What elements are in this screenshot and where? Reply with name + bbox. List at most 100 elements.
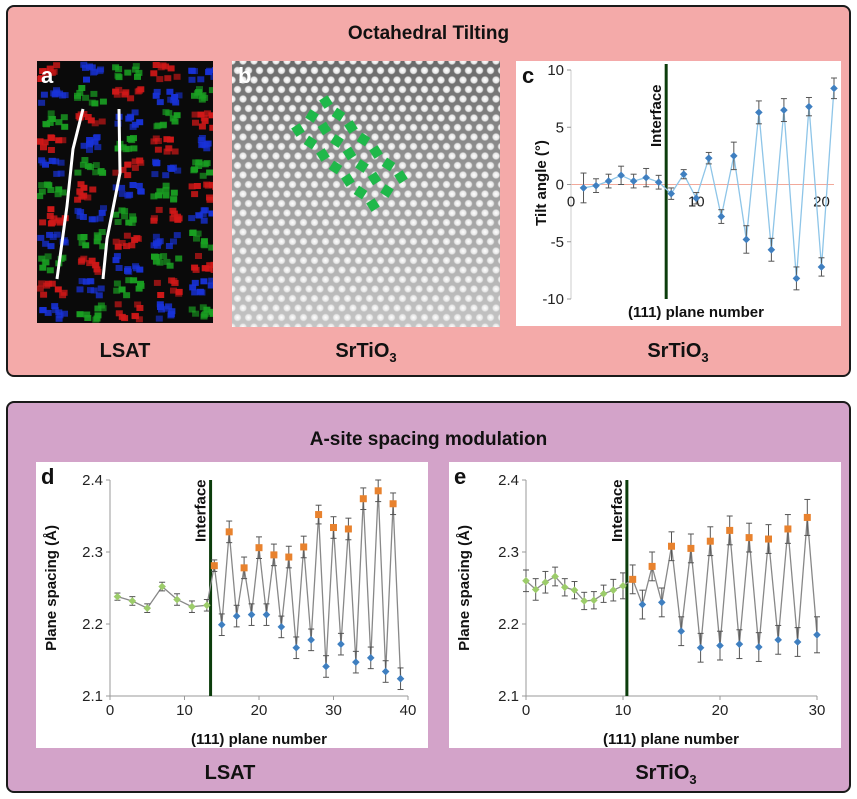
- data-point: [330, 524, 337, 532]
- panel-letter-d: d: [41, 464, 55, 489]
- data-point: [366, 654, 375, 662]
- data-point: [805, 102, 813, 111]
- data-point: [277, 623, 286, 631]
- y-tick-label: 2.2: [82, 616, 103, 633]
- data-point: [389, 500, 397, 508]
- x-axis-label: (111) plane number: [603, 731, 739, 748]
- tilt-trace-line-1: [55, 108, 85, 280]
- x-tick-label: 20: [251, 702, 268, 719]
- y-axis-label: Tilt angle (°): [533, 140, 550, 226]
- data-point: [270, 551, 278, 559]
- interface-label: Interface: [648, 84, 665, 147]
- caption-e-main: SrTiO: [635, 762, 690, 784]
- data-point: [561, 583, 569, 592]
- data-point: [755, 643, 763, 651]
- srtio3-spacing-chart-svg: 2.4 2.3 2.2 2.10 10 20 30 (111) plane number Pla…: [456, 472, 825, 748]
- data-point: [642, 173, 650, 182]
- data-point: [730, 152, 738, 160]
- top-panel-title: Octahedral Tilting: [347, 23, 510, 44]
- panel-letter-c: c: [522, 63, 535, 88]
- data-point: [667, 189, 675, 198]
- data-point: [210, 562, 218, 570]
- data-point: [300, 543, 308, 551]
- tilt-trace-line-2: [101, 108, 122, 280]
- panel-letter-e: e: [454, 464, 467, 489]
- data-point: [580, 597, 588, 605]
- lsat-spacing-chart-svg: 2.4 2.3 2.2 2.10 10 20 30 40 (111) plane number P…: [43, 472, 416, 748]
- data-point: [352, 658, 360, 666]
- y-tick-label: 2.4: [498, 472, 519, 489]
- data-point: [780, 106, 788, 114]
- data-point: [592, 181, 600, 190]
- y-tick-label: 0: [556, 177, 564, 194]
- x-tick-label: 30: [325, 702, 342, 719]
- data-point: [774, 636, 782, 644]
- data-point: [704, 154, 713, 162]
- data-point: [579, 184, 588, 192]
- data-point: [359, 495, 367, 503]
- data-point: [396, 674, 405, 683]
- data-point: [322, 662, 330, 671]
- data-point: [599, 589, 608, 598]
- data-point: [817, 263, 826, 271]
- data-point: [706, 537, 714, 545]
- data-point: [692, 194, 701, 203]
- y-tick-label: 10: [547, 62, 564, 79]
- data-point: [617, 171, 625, 180]
- data-point: [315, 511, 323, 519]
- data-point: [648, 562, 656, 570]
- lsat-spacing-chart: 2.4 2.3 2.2 2.1 0 10 20 30 40 (111) plane number P…: [36, 462, 428, 748]
- data-point: [784, 525, 792, 533]
- data-point: [792, 274, 801, 283]
- srtio3-spacing-chart: 2.4 2.3 2.2 2.1 0 10 20 30 (111) plane number Pla…: [449, 462, 841, 748]
- data-point: [803, 513, 811, 521]
- data-point: [677, 627, 685, 635]
- data-point: [381, 667, 390, 676]
- panel-letter-a: a: [41, 63, 54, 88]
- data-point: [232, 612, 241, 620]
- color-map-pixels: [37, 61, 213, 323]
- y-tick-label: 2.3: [498, 544, 519, 561]
- data-point: [113, 592, 122, 601]
- data-point: [344, 525, 352, 533]
- data-point: [726, 526, 734, 534]
- caption-e-sub: 3: [689, 772, 697, 787]
- caption-srtio3-e: SrTiO3: [566, 762, 766, 787]
- x-tick-label: 10: [615, 702, 632, 719]
- lsat-atomic-map: a: [37, 61, 213, 323]
- data-point: [679, 170, 688, 178]
- data-point: [128, 597, 137, 605]
- data-point: [717, 212, 726, 221]
- data-series-line: [117, 490, 402, 679]
- x-tick-label: 10: [176, 702, 193, 719]
- caption-c-sub: 3: [701, 350, 709, 365]
- y-axis-label: Plane spacing (Å): [456, 525, 473, 651]
- caption-srtio3-c: SrTiO3: [578, 340, 778, 365]
- data-point: [668, 542, 675, 550]
- data-point: [225, 528, 233, 536]
- data-point: [658, 598, 666, 607]
- data-point: [307, 636, 315, 644]
- caption-b-sub: 3: [389, 350, 397, 365]
- bottom-panel-title: A-site spacing modulation: [309, 429, 548, 450]
- y-tick-label: -5: [551, 234, 564, 251]
- data-point: [629, 177, 638, 185]
- data-point: [217, 620, 226, 629]
- data-point: [604, 177, 613, 185]
- caption-lsat-a: LSAT: [99, 340, 151, 362]
- data-point: [742, 235, 751, 244]
- data-point: [188, 602, 196, 611]
- data-point: [247, 610, 256, 619]
- y-tick-label: 2.2: [498, 616, 519, 633]
- caption-lsat-d: LSAT: [204, 762, 256, 784]
- x-axis-label: (111) plane number: [191, 731, 327, 748]
- x-tick-label: 0: [106, 702, 114, 719]
- data-point: [767, 245, 776, 254]
- data-point: [813, 631, 821, 639]
- data-point: [590, 596, 598, 605]
- y-tick-label: 2.3: [82, 544, 103, 561]
- y-axis-label: Plane spacing (Å): [43, 525, 60, 651]
- lsat-color-map-image: [37, 61, 213, 323]
- data-point: [735, 640, 744, 648]
